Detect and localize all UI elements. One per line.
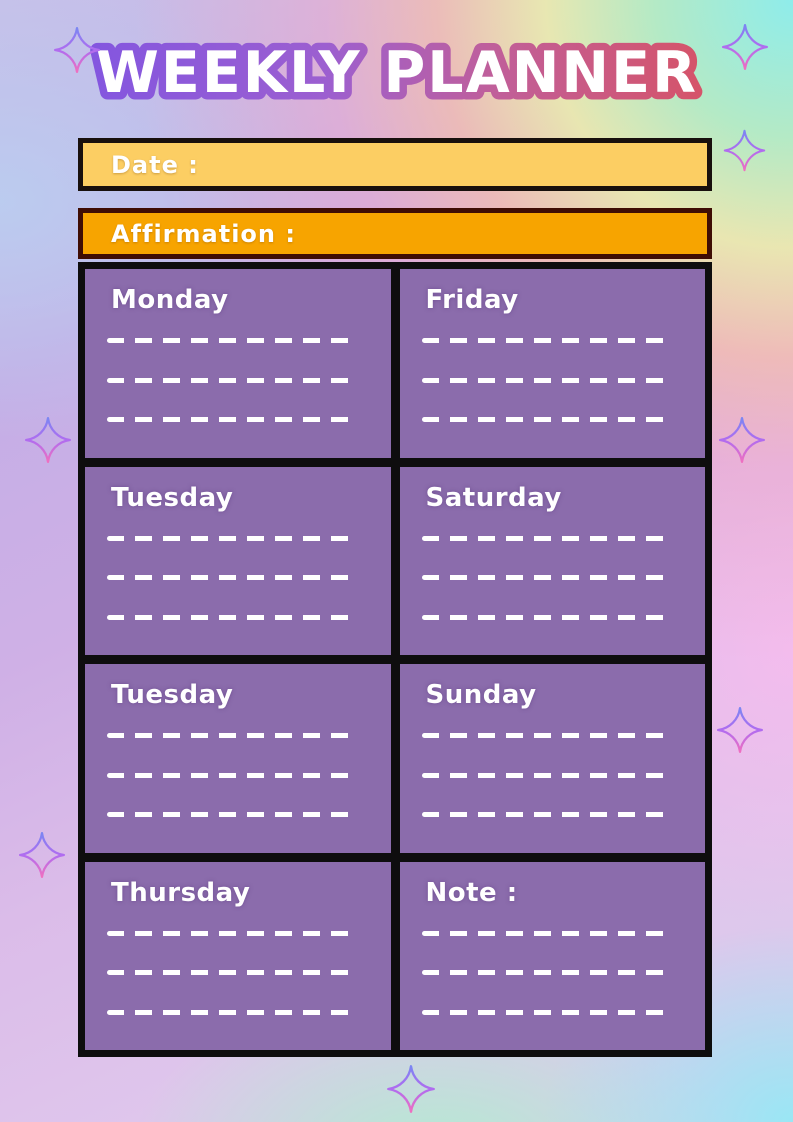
writing-lines xyxy=(107,914,369,1033)
day-cell-sunday[interactable]: Sunday xyxy=(399,664,705,853)
writing-line xyxy=(107,338,353,344)
writing-line xyxy=(107,930,353,936)
writing-line xyxy=(107,535,353,541)
writing-line xyxy=(421,417,668,423)
day-cell-label: Friday xyxy=(425,285,519,315)
day-cell-label: Sunday xyxy=(425,680,537,710)
writing-lines xyxy=(107,519,369,638)
writing-lines xyxy=(421,914,684,1033)
day-cell-tuesday[interactable]: Tuesday xyxy=(85,466,391,655)
day-cell-label: Tuesday xyxy=(111,482,234,513)
writing-line xyxy=(107,733,353,739)
writing-line xyxy=(421,812,668,818)
day-cell-monday[interactable]: Monday xyxy=(85,269,391,458)
day-cell-thursday[interactable]: Thursday xyxy=(85,861,391,1050)
date-field[interactable]: Date : xyxy=(78,138,712,191)
day-cell-saturday[interactable]: Saturday xyxy=(399,466,705,655)
writing-line xyxy=(107,575,353,581)
planner-grid: Monday Friday Tuesday Satu xyxy=(78,262,712,1057)
sparkle-icon xyxy=(720,22,770,72)
affirmation-field[interactable]: Affirmation : xyxy=(78,208,712,259)
sparkle-icon xyxy=(385,1063,437,1115)
writing-lines xyxy=(421,519,684,638)
writing-line xyxy=(421,970,668,976)
writing-line xyxy=(421,338,668,344)
writing-lines xyxy=(421,321,684,440)
writing-line xyxy=(421,614,668,620)
day-cell-label: Monday xyxy=(111,285,229,315)
writing-line xyxy=(421,535,668,541)
affirmation-label: Affirmation : xyxy=(111,219,296,248)
writing-line xyxy=(421,930,668,936)
writing-lines xyxy=(421,716,684,835)
writing-line xyxy=(421,377,668,383)
sparkle-icon xyxy=(715,705,765,755)
sparkle-icon xyxy=(52,25,102,75)
day-cell-wednesday-labeled-tuesday[interactable]: Tuesday xyxy=(85,664,391,853)
day-cell-label: Saturday xyxy=(425,482,562,513)
sparkle-icon xyxy=(23,415,73,465)
writing-line xyxy=(107,1009,353,1015)
writing-line xyxy=(421,733,668,739)
sparkle-icon xyxy=(717,415,767,465)
date-label: Date : xyxy=(111,150,199,179)
writing-line xyxy=(421,575,668,581)
writing-lines xyxy=(107,321,369,440)
writing-line xyxy=(107,417,353,423)
writing-line xyxy=(421,1009,668,1015)
writing-lines xyxy=(107,716,369,835)
writing-line xyxy=(107,377,353,383)
day-cell-friday[interactable]: Friday xyxy=(399,269,705,458)
note-cell[interactable]: Note : xyxy=(399,861,705,1050)
writing-line xyxy=(107,970,353,976)
writing-line xyxy=(107,812,353,818)
writing-line xyxy=(107,614,353,620)
sparkle-icon xyxy=(722,128,767,173)
day-cell-label: Tuesday xyxy=(111,680,234,710)
page-title-text: WEEKLY PLANNER xyxy=(96,40,698,106)
page-title: WEEKLY PLANNER xyxy=(0,28,793,120)
writing-line xyxy=(421,772,668,778)
day-cell-label: Thursday xyxy=(111,877,251,908)
sparkle-icon xyxy=(17,830,67,880)
note-cell-label: Note : xyxy=(425,877,518,908)
writing-line xyxy=(107,772,353,778)
